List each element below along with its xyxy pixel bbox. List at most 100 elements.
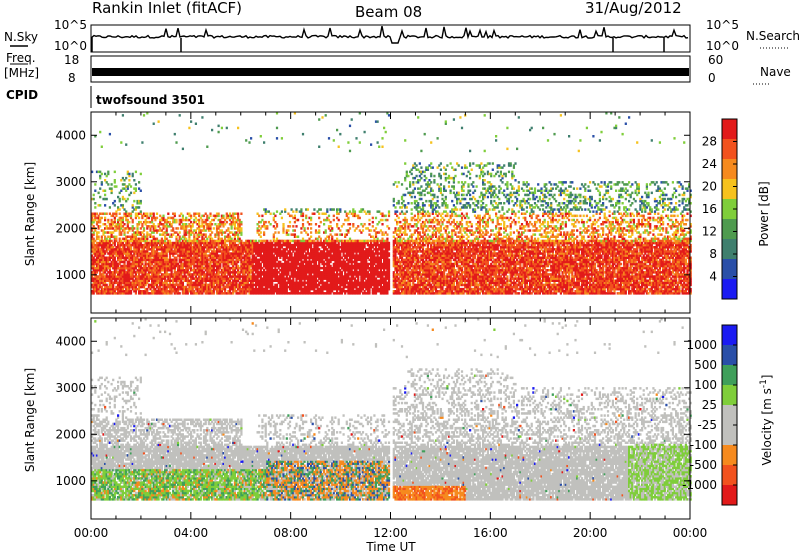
power-cell	[101, 217, 103, 219]
power-cell	[162, 215, 164, 217]
power-cell	[132, 173, 134, 175]
power-cell	[107, 219, 109, 221]
noise-trace	[92, 26, 688, 52]
power-cell	[320, 238, 322, 240]
power-cell	[270, 223, 272, 225]
power-cell	[364, 223, 366, 225]
power-cell	[115, 185, 117, 187]
nsky-tick-bottom: 10^0	[54, 39, 87, 53]
power-cell	[339, 208, 341, 210]
power-cell	[328, 215, 330, 217]
power-cell	[114, 200, 116, 202]
power-cell	[128, 221, 130, 223]
power-cell	[226, 221, 228, 223]
power-cell	[304, 227, 306, 229]
power-cell	[211, 129, 213, 131]
power-cell	[310, 236, 312, 238]
power-cell	[114, 204, 116, 206]
power-cell	[318, 118, 320, 120]
power-cell	[133, 179, 135, 181]
power-cell	[101, 181, 103, 183]
power-cell	[130, 192, 132, 194]
power-cell	[349, 125, 351, 127]
power-cell	[352, 223, 354, 225]
nsearch-tick-bottom: 10^0	[706, 39, 739, 53]
power-cell	[274, 231, 276, 233]
power-cell	[318, 225, 320, 227]
power-cell	[237, 213, 239, 215]
power-cell	[302, 223, 304, 225]
power-cell	[140, 190, 142, 192]
power-cell	[333, 139, 335, 141]
power-cell	[328, 137, 330, 139]
power-cell	[354, 210, 356, 212]
power-cell	[281, 217, 283, 219]
power-cell	[260, 231, 262, 233]
power-cell	[172, 227, 174, 229]
power-cell	[175, 141, 177, 143]
power-cell	[175, 219, 177, 221]
power-cell	[114, 171, 116, 173]
power-cell	[115, 236, 117, 238]
power-cell	[190, 120, 192, 122]
power-cell	[318, 229, 320, 231]
power-cell	[123, 223, 125, 225]
power-cell	[294, 215, 296, 217]
power-cell	[265, 221, 267, 223]
power-cell	[313, 213, 315, 215]
power-cell	[292, 210, 294, 212]
power-cell	[292, 225, 294, 227]
power-cell	[154, 225, 156, 227]
power-cell	[331, 227, 333, 229]
power-cell	[349, 150, 351, 152]
power-cell	[138, 206, 140, 208]
power-cell	[331, 236, 333, 238]
power-cell	[211, 223, 213, 225]
power-cell	[364, 131, 366, 133]
power-cell	[104, 190, 106, 192]
power-cell	[295, 225, 297, 227]
power-cell	[278, 231, 280, 233]
power-cell	[351, 118, 353, 120]
power-cell	[179, 231, 181, 233]
power-cell	[336, 129, 338, 131]
freq-tick-bottom: 8	[68, 71, 76, 85]
power-cell	[94, 202, 96, 204]
power-cell	[107, 171, 109, 173]
power-cell	[135, 187, 137, 189]
power-cell	[167, 213, 169, 215]
power-cell	[222, 215, 224, 217]
power-cell	[106, 213, 108, 215]
power-cell	[132, 219, 134, 221]
power-cell	[287, 229, 289, 231]
freq-label: Freq.	[6, 51, 36, 65]
power-cell	[99, 225, 101, 227]
power-cell	[325, 114, 327, 116]
power-cell	[125, 143, 127, 145]
power-cell	[276, 127, 278, 129]
power-cell	[135, 171, 137, 173]
power-cell	[339, 229, 341, 231]
power-cell	[221, 127, 223, 129]
power-cell	[109, 206, 111, 208]
power-cell	[307, 233, 309, 235]
power-cell	[125, 177, 127, 179]
power-cell	[355, 137, 357, 139]
station-title: Rankin Inlet (fitACF)	[92, 0, 242, 17]
power-cell	[248, 141, 250, 143]
power-cell	[93, 194, 95, 196]
power-cell	[294, 229, 296, 231]
power-cell	[300, 208, 302, 210]
power-cell	[349, 223, 351, 225]
power-cell	[318, 146, 320, 148]
power-cell	[276, 137, 278, 139]
power-cell	[300, 231, 302, 233]
power-cell	[109, 133, 111, 135]
power-cell	[211, 231, 213, 233]
power-cell	[343, 223, 345, 225]
power-cell	[226, 127, 228, 129]
power-cell	[282, 223, 284, 225]
power-cell	[289, 225, 291, 227]
power-cell	[119, 213, 121, 215]
power-cell	[284, 208, 286, 210]
